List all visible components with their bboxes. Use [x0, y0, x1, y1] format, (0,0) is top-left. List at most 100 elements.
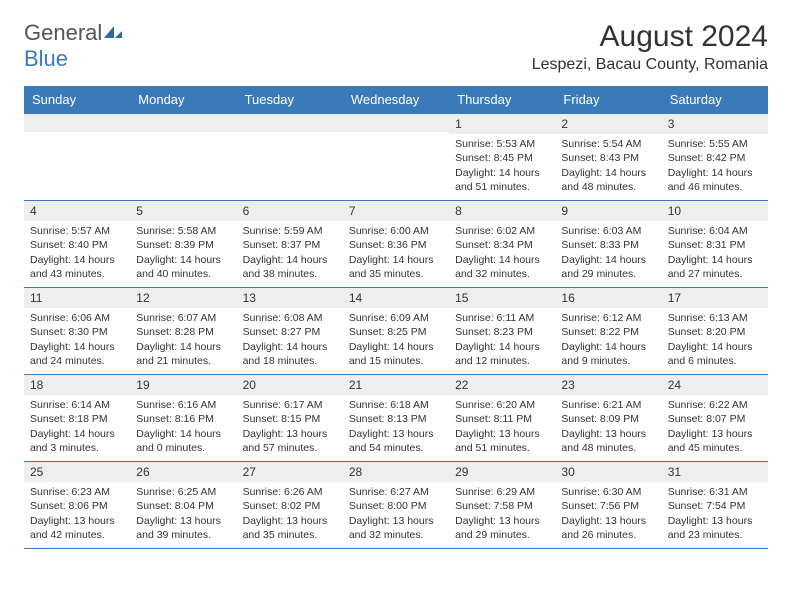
- day-body: Sunrise: 6:21 AMSunset: 8:09 PMDaylight:…: [555, 395, 661, 461]
- day-number: 6: [237, 201, 343, 221]
- calendar-day: 20Sunrise: 6:17 AMSunset: 8:15 PMDayligh…: [237, 375, 343, 461]
- daylight-text-2: and 26 minutes.: [561, 528, 655, 542]
- day-body: [237, 132, 343, 192]
- calendar-day: 28Sunrise: 6:27 AMSunset: 8:00 PMDayligh…: [343, 462, 449, 548]
- calendar-day: 10Sunrise: 6:04 AMSunset: 8:31 PMDayligh…: [662, 201, 768, 287]
- calendar-week: 1Sunrise: 5:53 AMSunset: 8:45 PMDaylight…: [24, 113, 768, 201]
- location-text: Lespezi, Bacau County, Romania: [532, 56, 768, 74]
- day-body: Sunrise: 6:07 AMSunset: 8:28 PMDaylight:…: [130, 308, 236, 374]
- sunrise-text: Sunrise: 6:06 AM: [30, 311, 124, 325]
- daylight-text-1: Daylight: 13 hours: [455, 514, 549, 528]
- day-body: Sunrise: 6:27 AMSunset: 8:00 PMDaylight:…: [343, 482, 449, 548]
- logo-text: General Blue: [24, 20, 124, 72]
- sunset-text: Sunset: 8:33 PM: [561, 238, 655, 252]
- daylight-text-2: and 45 minutes.: [668, 441, 762, 455]
- sunrise-text: Sunrise: 5:53 AM: [455, 137, 549, 151]
- day-body: [343, 132, 449, 192]
- sunrise-text: Sunrise: 6:27 AM: [349, 485, 443, 499]
- day-body: Sunrise: 5:59 AMSunset: 8:37 PMDaylight:…: [237, 221, 343, 287]
- dayname-friday: Friday: [555, 86, 661, 113]
- calendar-day: 18Sunrise: 6:14 AMSunset: 8:18 PMDayligh…: [24, 375, 130, 461]
- calendar-day: 4Sunrise: 5:57 AMSunset: 8:40 PMDaylight…: [24, 201, 130, 287]
- calendar-day: [343, 114, 449, 200]
- day-number: [24, 114, 130, 132]
- sunrise-text: Sunrise: 5:58 AM: [136, 224, 230, 238]
- calendar-day: 26Sunrise: 6:25 AMSunset: 8:04 PMDayligh…: [130, 462, 236, 548]
- daylight-text-1: Daylight: 14 hours: [30, 427, 124, 441]
- calendar-day: 24Sunrise: 6:22 AMSunset: 8:07 PMDayligh…: [662, 375, 768, 461]
- day-number: 17: [662, 288, 768, 308]
- daylight-text-2: and 48 minutes.: [561, 441, 655, 455]
- sunset-text: Sunset: 8:18 PM: [30, 412, 124, 426]
- sunset-text: Sunset: 8:00 PM: [349, 499, 443, 513]
- day-number: 11: [24, 288, 130, 308]
- day-body: Sunrise: 6:18 AMSunset: 8:13 PMDaylight:…: [343, 395, 449, 461]
- month-title: August 2024: [532, 20, 768, 54]
- sunset-text: Sunset: 7:54 PM: [668, 499, 762, 513]
- calendar-header-row: Sunday Monday Tuesday Wednesday Thursday…: [24, 86, 768, 113]
- day-number: 25: [24, 462, 130, 482]
- day-number: 4: [24, 201, 130, 221]
- day-number: 22: [449, 375, 555, 395]
- calendar-day: 6Sunrise: 5:59 AMSunset: 8:37 PMDaylight…: [237, 201, 343, 287]
- calendar-day: 7Sunrise: 6:00 AMSunset: 8:36 PMDaylight…: [343, 201, 449, 287]
- calendar-day: 25Sunrise: 6:23 AMSunset: 8:06 PMDayligh…: [24, 462, 130, 548]
- calendar-day: 17Sunrise: 6:13 AMSunset: 8:20 PMDayligh…: [662, 288, 768, 374]
- day-body: Sunrise: 6:06 AMSunset: 8:30 PMDaylight:…: [24, 308, 130, 374]
- day-body: Sunrise: 6:12 AMSunset: 8:22 PMDaylight:…: [555, 308, 661, 374]
- dayname-sunday: Sunday: [24, 86, 130, 113]
- day-number: 9: [555, 201, 661, 221]
- sunrise-text: Sunrise: 6:13 AM: [668, 311, 762, 325]
- daylight-text-1: Daylight: 14 hours: [561, 166, 655, 180]
- sunrise-text: Sunrise: 6:03 AM: [561, 224, 655, 238]
- daylight-text-2: and 27 minutes.: [668, 267, 762, 281]
- daylight-text-2: and 35 minutes.: [243, 528, 337, 542]
- day-body: Sunrise: 6:04 AMSunset: 8:31 PMDaylight:…: [662, 221, 768, 287]
- daylight-text-1: Daylight: 14 hours: [30, 253, 124, 267]
- day-number: 27: [237, 462, 343, 482]
- day-body: Sunrise: 5:55 AMSunset: 8:42 PMDaylight:…: [662, 134, 768, 200]
- daylight-text-1: Daylight: 13 hours: [243, 514, 337, 528]
- calendar-week: 25Sunrise: 6:23 AMSunset: 8:06 PMDayligh…: [24, 462, 768, 549]
- day-number: 26: [130, 462, 236, 482]
- daylight-text-1: Daylight: 14 hours: [243, 340, 337, 354]
- dayname-saturday: Saturday: [662, 86, 768, 113]
- day-number: 23: [555, 375, 661, 395]
- daylight-text-1: Daylight: 13 hours: [668, 514, 762, 528]
- daylight-text-2: and 29 minutes.: [561, 267, 655, 281]
- day-number: 29: [449, 462, 555, 482]
- sunset-text: Sunset: 8:30 PM: [30, 325, 124, 339]
- dayname-tuesday: Tuesday: [237, 86, 343, 113]
- daylight-text-2: and 54 minutes.: [349, 441, 443, 455]
- sunrise-text: Sunrise: 6:18 AM: [349, 398, 443, 412]
- day-number: 21: [343, 375, 449, 395]
- page-header: General Blue August 2024 Lespezi, Bacau …: [24, 20, 768, 74]
- daylight-text-2: and 3 minutes.: [30, 441, 124, 455]
- daylight-text-2: and 6 minutes.: [668, 354, 762, 368]
- calendar-week: 11Sunrise: 6:06 AMSunset: 8:30 PMDayligh…: [24, 288, 768, 375]
- calendar-day: [237, 114, 343, 200]
- calendar-day: 2Sunrise: 5:54 AMSunset: 8:43 PMDaylight…: [555, 114, 661, 200]
- day-body: Sunrise: 6:00 AMSunset: 8:36 PMDaylight:…: [343, 221, 449, 287]
- day-body: [24, 132, 130, 192]
- calendar-day: 21Sunrise: 6:18 AMSunset: 8:13 PMDayligh…: [343, 375, 449, 461]
- daylight-text-1: Daylight: 14 hours: [349, 253, 443, 267]
- calendar-day: 29Sunrise: 6:29 AMSunset: 7:58 PMDayligh…: [449, 462, 555, 548]
- daylight-text-2: and 43 minutes.: [30, 267, 124, 281]
- calendar-day: 27Sunrise: 6:26 AMSunset: 8:02 PMDayligh…: [237, 462, 343, 548]
- sunrise-text: Sunrise: 6:04 AM: [668, 224, 762, 238]
- sunset-text: Sunset: 8:20 PM: [668, 325, 762, 339]
- daylight-text-2: and 38 minutes.: [243, 267, 337, 281]
- daylight-text-2: and 48 minutes.: [561, 180, 655, 194]
- day-number: [130, 114, 236, 132]
- sunrise-text: Sunrise: 5:54 AM: [561, 137, 655, 151]
- weeks-container: 1Sunrise: 5:53 AMSunset: 8:45 PMDaylight…: [24, 113, 768, 549]
- sunrise-text: Sunrise: 6:22 AM: [668, 398, 762, 412]
- sunrise-text: Sunrise: 6:21 AM: [561, 398, 655, 412]
- sunrise-text: Sunrise: 6:31 AM: [668, 485, 762, 499]
- dayname-monday: Monday: [130, 86, 236, 113]
- logo-text-general: General: [24, 20, 102, 45]
- day-body: Sunrise: 6:08 AMSunset: 8:27 PMDaylight:…: [237, 308, 343, 374]
- calendar-day: 8Sunrise: 6:02 AMSunset: 8:34 PMDaylight…: [449, 201, 555, 287]
- calendar-day: 13Sunrise: 6:08 AMSunset: 8:27 PMDayligh…: [237, 288, 343, 374]
